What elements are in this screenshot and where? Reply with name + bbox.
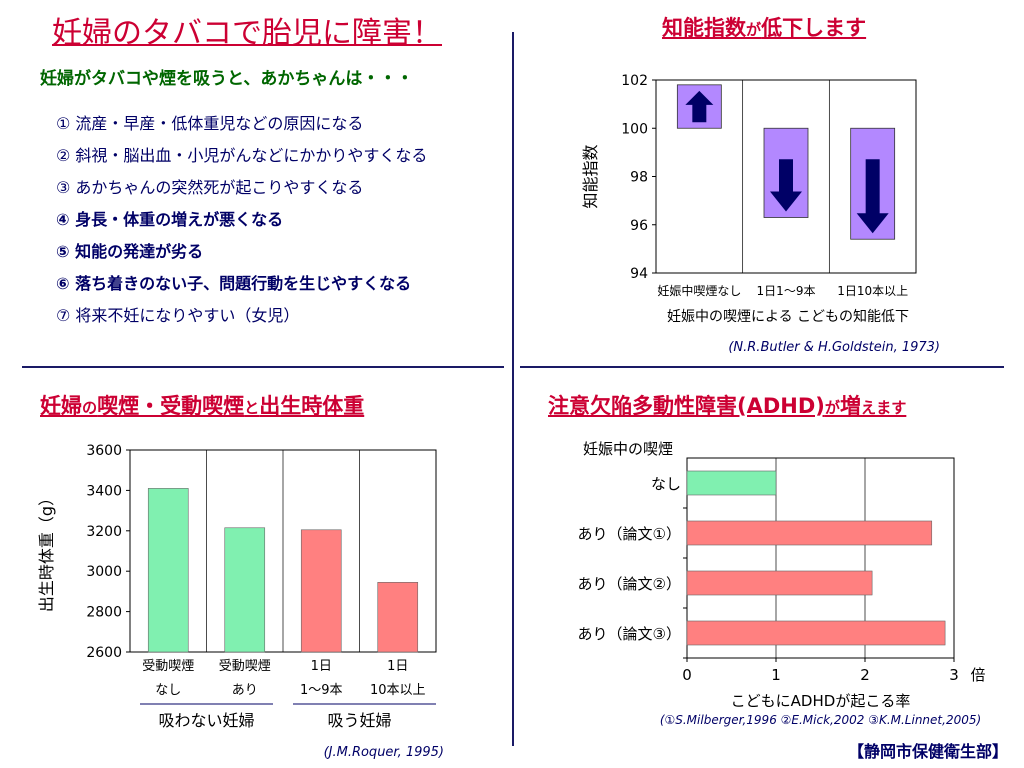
birthweight-bar bbox=[300, 529, 342, 653]
page-title: 妊婦のタバコで胎児に障害！ bbox=[52, 16, 442, 51]
category-title: 妊娠中の喫煙 bbox=[583, 440, 673, 458]
birthweight-bar bbox=[147, 488, 189, 653]
effect-item: ⑦ 将来不妊になりやすい（女児） bbox=[56, 306, 300, 325]
y-tick-label: 3000 bbox=[86, 564, 122, 580]
x-tick-label: 1日10本以上 bbox=[837, 284, 908, 298]
y-tick-label: 2800 bbox=[86, 605, 122, 621]
adhd-bar bbox=[686, 470, 777, 496]
y-tick-label: あり（論文①） bbox=[578, 525, 681, 543]
birthweight-section-title: 妊婦の喫煙・受動喫煙と出生時体重 bbox=[40, 390, 364, 420]
effect-item: ④ 身長・体重の増えが悪くなる bbox=[56, 210, 284, 229]
x-tick-label: 1日 bbox=[311, 659, 332, 674]
birthweight-bar bbox=[377, 582, 419, 653]
y-tick-label: 3400 bbox=[86, 483, 122, 499]
iq-title-a: 知能指数 bbox=[662, 16, 746, 40]
bw-title-a: 妊婦 bbox=[40, 394, 82, 418]
effect-item: ② 斜視・脳出血・小児がんなどにかかりやすくなる bbox=[56, 146, 428, 165]
x-tick-label: 3 bbox=[949, 666, 959, 684]
subtitle: 妊婦がタバコや煙を吸うと、あかちゃんは・・・ bbox=[40, 69, 414, 89]
bw-title-b: の bbox=[82, 399, 98, 417]
source-citation: (①S.Milberger,1996 ②E.Mick,2002 ③K.M.Lin… bbox=[660, 713, 981, 727]
x-tick-label: 1〜9本 bbox=[300, 683, 343, 698]
bw-title-e: 出生時体重 bbox=[259, 394, 365, 418]
x-tick-label: 受動喫煙 bbox=[142, 659, 194, 674]
x-tick-label: 0 bbox=[682, 666, 692, 684]
arrow-up-icon bbox=[685, 90, 714, 123]
x-tick-label: 妊娠中喫煙なし bbox=[657, 283, 741, 298]
x-tick-label: なし bbox=[155, 683, 181, 698]
x-tick-label: あり bbox=[232, 683, 258, 698]
x-tick-label: 1 bbox=[771, 666, 781, 684]
adhd-title-d: えます bbox=[861, 399, 907, 417]
x-axis-label: 妊娠中の喫煙による こどもの知能低下 bbox=[667, 308, 909, 325]
horizontal-divider-left bbox=[22, 366, 504, 368]
effect-item: ① 流産・早産・低体重児などの原因になる bbox=[56, 114, 364, 133]
bw-title-c: 喫煙・受動喫煙 bbox=[97, 394, 245, 418]
effect-item: ③ あかちゃんの突然死が起こりやすくなる bbox=[56, 178, 364, 197]
adhd-bar bbox=[686, 620, 946, 646]
x-axis-label: こどもにADHDが起こる率 bbox=[731, 692, 911, 710]
y-tick-label: 96 bbox=[630, 218, 648, 234]
adhd-section-title: 注意欠陥多動性障害(ADHD)が増えます bbox=[548, 390, 906, 420]
y-tick-label: あり（論文③） bbox=[578, 625, 681, 643]
vertical-divider bbox=[512, 32, 514, 746]
x-tick-label: 1日1〜9本 bbox=[757, 284, 816, 298]
horizontal-divider-right bbox=[520, 366, 1004, 368]
effect-item: ⑥ 落ち着きのない子、問題行動を生じやすくなる bbox=[56, 274, 412, 293]
adhd-bar bbox=[686, 570, 873, 596]
y-tick-label: 3200 bbox=[86, 524, 122, 540]
iq-chart: 94 96 98 100 102 妊娠中喫煙なし 1日1〜9本 1日10本以上 知能指数妊娠中の… bbox=[581, 73, 940, 355]
iq-section-title: 知能指数が低下します bbox=[662, 12, 866, 42]
y-tick-label: 102 bbox=[621, 73, 648, 89]
unit-label: 倍 bbox=[970, 666, 985, 684]
group-label: 吸わない妊婦 bbox=[158, 711, 254, 730]
y-tick-label: 98 bbox=[630, 170, 648, 186]
arrow-down-icon bbox=[856, 159, 889, 234]
y-axis-label: 出生時体重（g） bbox=[37, 490, 56, 612]
arrow-down-icon bbox=[770, 159, 802, 212]
y-tick-label: 2600 bbox=[86, 645, 122, 661]
group-label: 吸う妊婦 bbox=[327, 711, 391, 730]
y-tick-label: あり（論文②） bbox=[578, 575, 681, 593]
bw-title-d: と bbox=[244, 399, 260, 417]
y-axis-label: 知能指数 bbox=[581, 144, 600, 208]
effects-list: ① 流産・早産・低体重児などの原因になる ② 斜視・脳出血・小児がんなどにかかりや… bbox=[56, 108, 427, 332]
iq-title-c: 低下します bbox=[761, 16, 867, 40]
y-tick-label: なし bbox=[651, 475, 681, 493]
source-citation: (J.M.Roquer, 1995) bbox=[324, 745, 444, 760]
x-tick-label: 1日 bbox=[387, 659, 408, 674]
adhd-title-c: 増 bbox=[840, 394, 861, 418]
adhd-bar bbox=[686, 520, 933, 546]
adhd-title-a: 注意欠陥多動性障害(ADHD) bbox=[548, 394, 825, 418]
x-tick-label: 2 bbox=[860, 666, 870, 684]
source-citation: (N.R.Butler & H.Goldstein, 1973) bbox=[728, 340, 940, 355]
footer-credit: 【静岡市保健衛生部】 bbox=[847, 742, 1008, 761]
y-tick-label: 94 bbox=[630, 266, 648, 282]
iq-title-b: が bbox=[746, 21, 762, 39]
y-tick-label: 3600 bbox=[86, 443, 122, 459]
adhd-title-b: が bbox=[824, 399, 840, 417]
effect-item: ⑤ 知能の発達が劣る bbox=[56, 242, 204, 261]
birthweight-bar bbox=[224, 527, 266, 653]
y-tick-label: 100 bbox=[621, 121, 648, 137]
x-tick-label: 受動喫煙 bbox=[219, 659, 271, 674]
x-tick-label: 10本以上 bbox=[370, 683, 426, 698]
